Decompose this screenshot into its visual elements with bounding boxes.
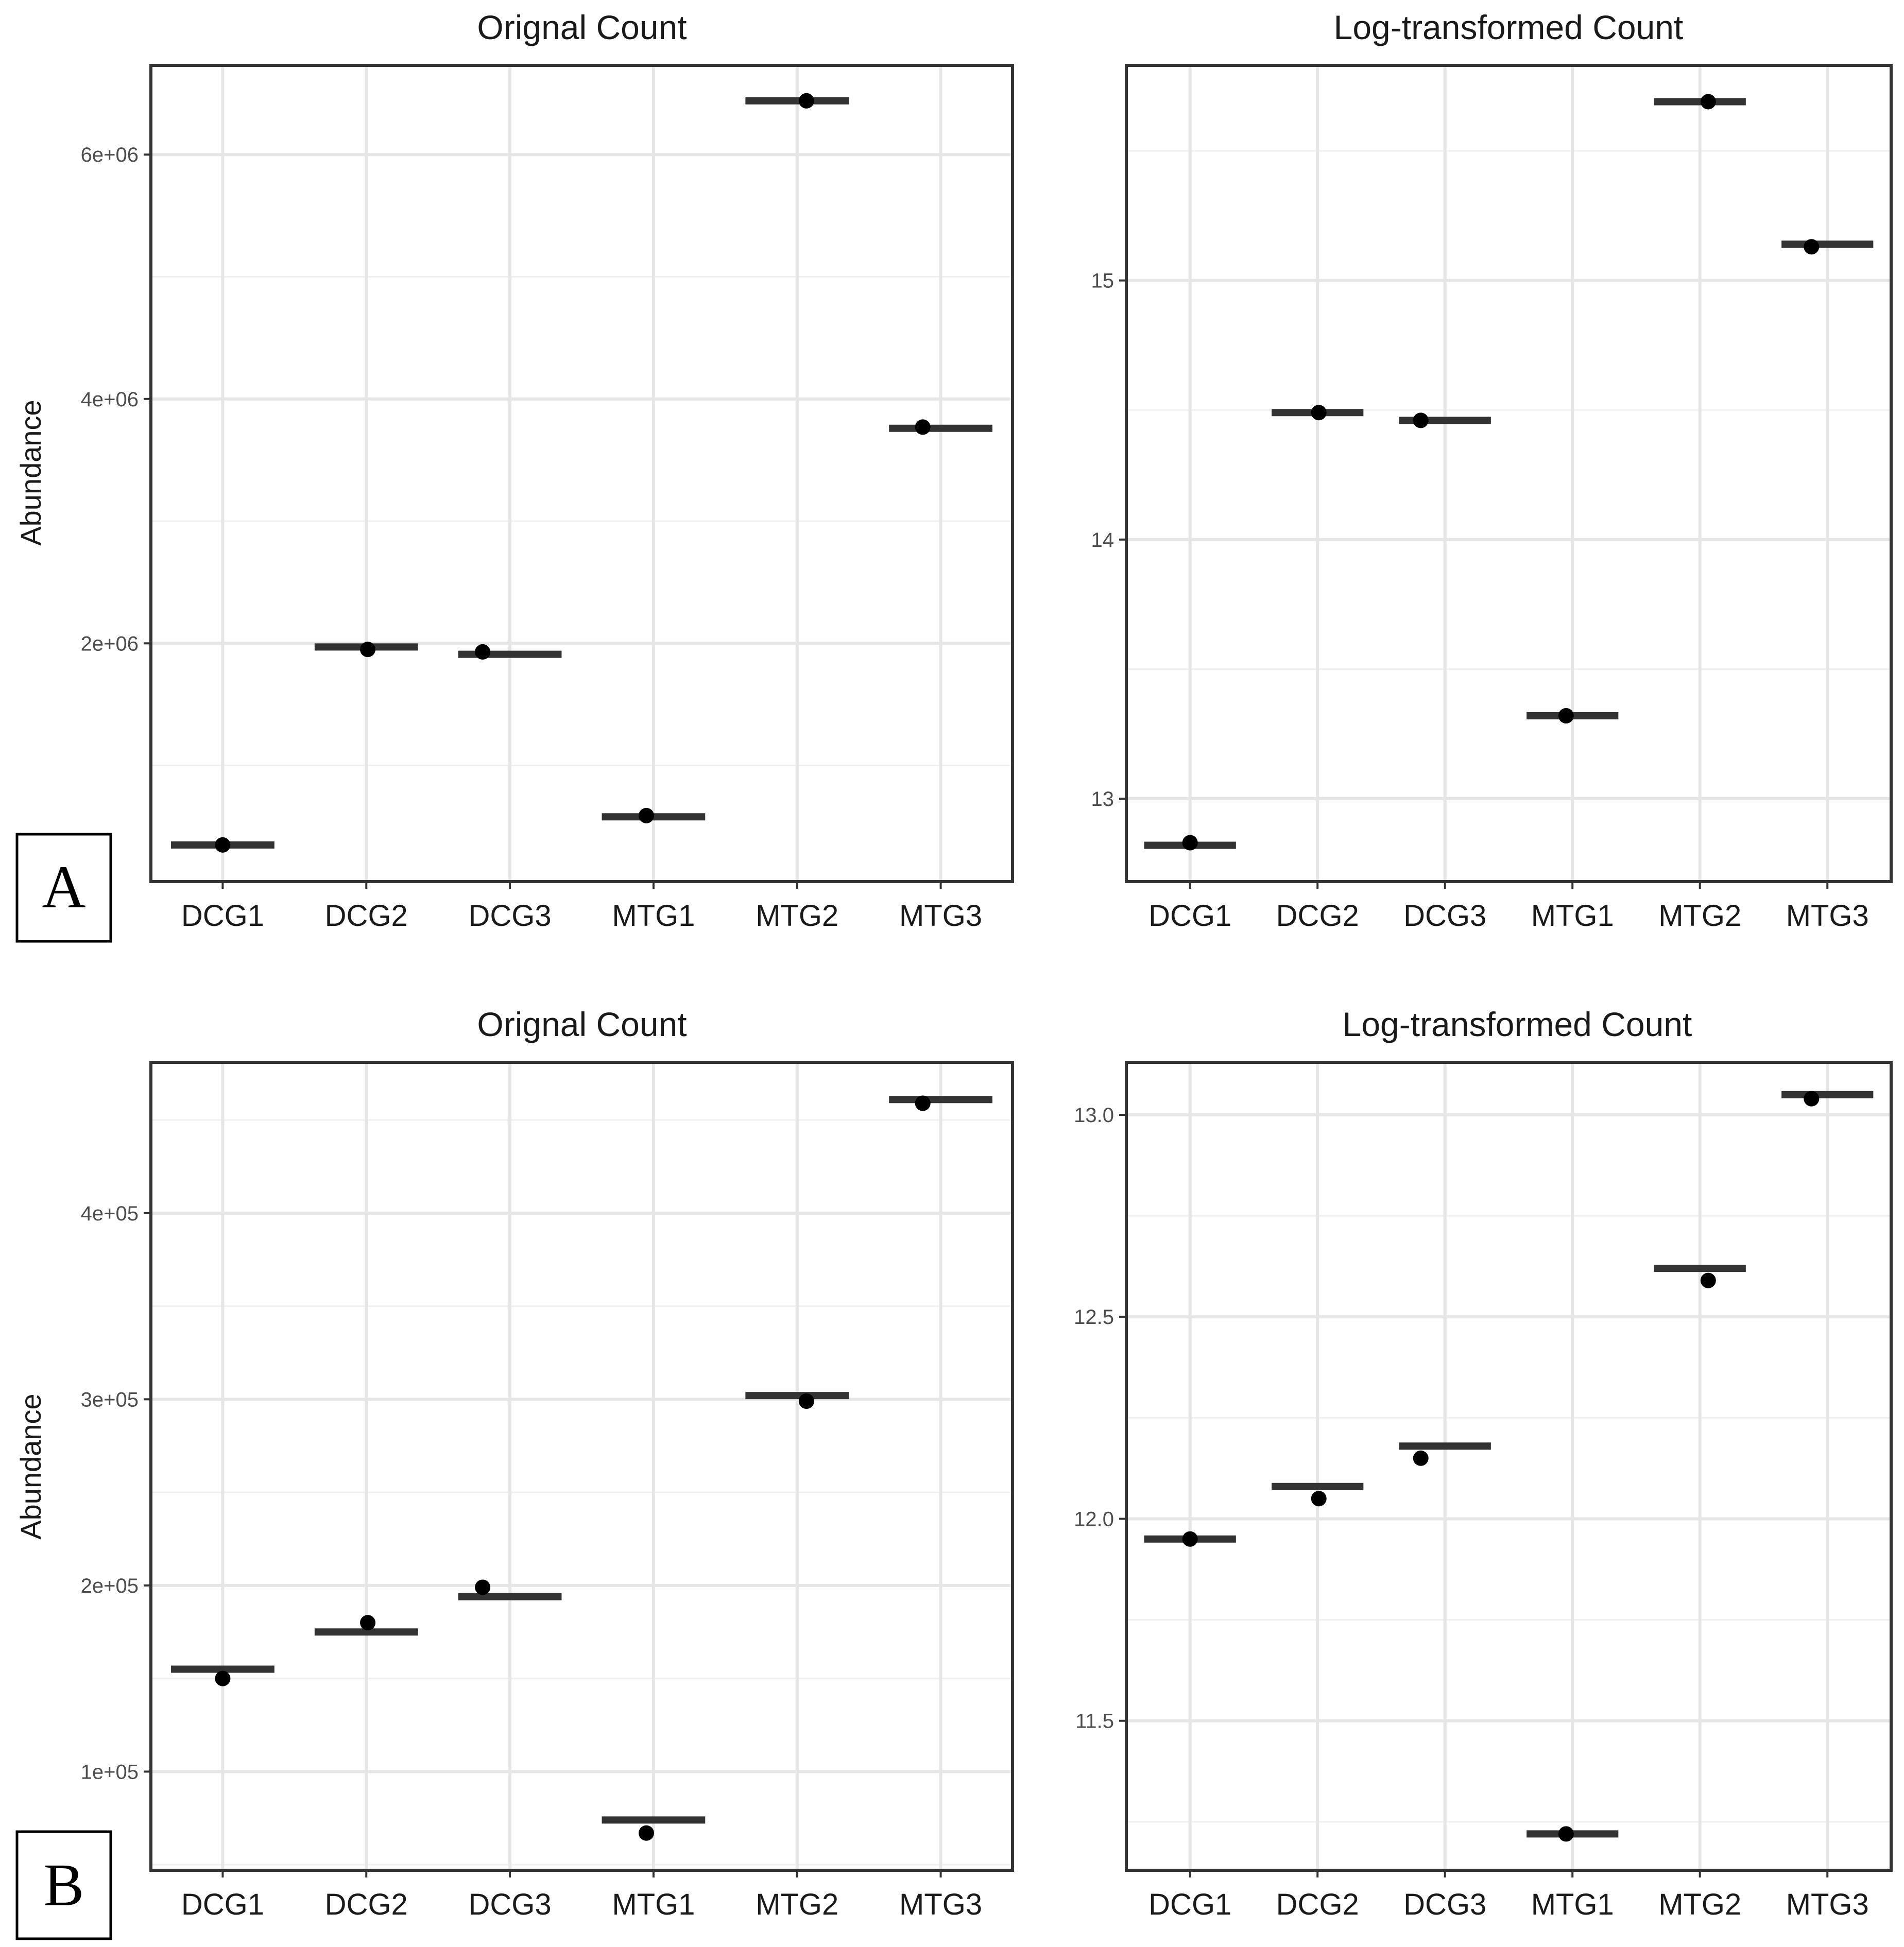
data-point-dcg1 bbox=[215, 1670, 231, 1686]
y-axis-label: Abundance bbox=[14, 1393, 47, 1539]
y-tick-label: 4e+05 bbox=[81, 1202, 139, 1225]
x-tick-label-dcg3: DCG3 bbox=[1403, 899, 1486, 933]
x-tick-label-dcg3: DCG3 bbox=[1403, 1888, 1486, 1921]
data-point-mtg1 bbox=[1558, 708, 1574, 723]
chart-panel-1: 2e+06 4e+06 6e+06 DCG1 DCG2 DCG3 MTG1 MTG2 MTG3 O… bbox=[14, 8, 1014, 933]
x-tick-label-mtg2: MTG2 bbox=[756, 899, 838, 933]
data-point-mtg2 bbox=[1700, 94, 1716, 110]
x-tick-label-dcg2: DCG2 bbox=[1276, 899, 1359, 933]
chart-title: Orignal Count bbox=[477, 1005, 687, 1043]
x-tick-label-mtg3: MTG3 bbox=[899, 899, 982, 933]
plot-border bbox=[1125, 64, 1893, 883]
y-tick-label: 3e+05 bbox=[81, 1388, 139, 1411]
y-tick-label: 13 bbox=[1091, 788, 1114, 811]
x-tick-label-dcg1: DCG1 bbox=[181, 1888, 264, 1921]
y-axis-label: Abundance bbox=[14, 400, 47, 545]
y-tick-label: 12.0 bbox=[1074, 1508, 1114, 1530]
data-point-dcg1 bbox=[1182, 1531, 1198, 1547]
plot-background bbox=[1126, 1062, 1891, 1870]
y-tick-label: 4e+06 bbox=[81, 388, 139, 411]
x-tick-label-mtg1: MTG1 bbox=[1531, 899, 1614, 933]
chart-title: Orignal Count bbox=[477, 8, 687, 46]
x-tick-label-dcg2: DCG2 bbox=[1276, 1888, 1359, 1921]
panel-label-b: B bbox=[15, 1830, 112, 1940]
data-point-mtg3 bbox=[1804, 239, 1820, 255]
data-point-mtg2 bbox=[798, 93, 814, 109]
y-tick-label: 6e+06 bbox=[81, 144, 139, 166]
data-point-mtg1 bbox=[638, 1825, 654, 1841]
plot-border bbox=[149, 1061, 1014, 1872]
x-tick-label-mtg1: MTG1 bbox=[612, 899, 695, 933]
data-point-mtg1 bbox=[1558, 1826, 1574, 1842]
chart-panel-4: 11.5 12.0 12.5 13.0 DCG1 DCG2 DCG3 MTG1 MTG2 MTG3… bbox=[1074, 1005, 1893, 1921]
data-point-dcg3 bbox=[1413, 412, 1429, 428]
chart-title: Log-transformed Count bbox=[1334, 8, 1684, 46]
plot-border bbox=[149, 64, 1014, 883]
data-point-dcg2 bbox=[1311, 405, 1327, 421]
y-tick-label: 2e+05 bbox=[81, 1575, 139, 1597]
data-point-mtg3 bbox=[915, 419, 931, 435]
x-tick-label-mtg2: MTG2 bbox=[756, 1888, 838, 1921]
chart-panel-2: 13 14 15 DCG1 DCG2 DCG3 MTG1 MTG2 MTG3 Log-transf… bbox=[1091, 8, 1893, 933]
plot-background bbox=[151, 1062, 1013, 1870]
data-point-mtg3 bbox=[1804, 1091, 1820, 1107]
panel-label-b-text: B bbox=[44, 1851, 84, 1919]
data-point-dcg2 bbox=[1311, 1491, 1327, 1507]
x-tick-label-mtg1: MTG1 bbox=[612, 1888, 695, 1921]
y-tick-label: 1e+05 bbox=[81, 1761, 139, 1783]
x-tick-label-mtg3: MTG3 bbox=[899, 1888, 982, 1921]
plot-border bbox=[1125, 1061, 1893, 1872]
data-point-dcg3 bbox=[475, 1579, 491, 1595]
y-tick-label: 13.0 bbox=[1074, 1104, 1114, 1127]
data-point-dcg2 bbox=[360, 1615, 376, 1631]
y-tick-label: 15 bbox=[1091, 270, 1114, 292]
x-tick-label-dcg2: DCG2 bbox=[325, 1888, 408, 1921]
x-tick-label-mtg3: MTG3 bbox=[1786, 1888, 1869, 1921]
data-point-mtg3 bbox=[915, 1095, 931, 1111]
x-tick-label-dcg3: DCG3 bbox=[469, 1888, 552, 1921]
x-tick-label-mtg3: MTG3 bbox=[1786, 899, 1869, 933]
chart-title: Log-transformed Count bbox=[1343, 1005, 1692, 1043]
data-point-dcg1 bbox=[215, 837, 231, 853]
y-tick-label: 12.5 bbox=[1074, 1306, 1114, 1329]
plot-background bbox=[151, 65, 1013, 882]
data-point-mtg2 bbox=[798, 1393, 814, 1409]
y-tick-label: 2e+06 bbox=[81, 632, 139, 655]
x-tick-label-mtg1: MTG1 bbox=[1531, 1888, 1614, 1921]
x-tick-label-mtg2: MTG2 bbox=[1658, 1888, 1741, 1921]
x-tick-label-mtg2: MTG2 bbox=[1658, 899, 1741, 933]
data-point-mtg1 bbox=[638, 807, 654, 823]
panel-label-a: A bbox=[15, 833, 112, 943]
y-tick-label: 11.5 bbox=[1075, 1710, 1114, 1733]
data-point-dcg2 bbox=[360, 642, 376, 658]
panels: 2e+06 4e+06 6e+06 DCG1 DCG2 DCG3 MTG1 MTG2 MTG3 O… bbox=[14, 8, 1893, 1921]
x-tick-label-dcg3: DCG3 bbox=[469, 899, 552, 933]
data-point-dcg1 bbox=[1182, 835, 1198, 851]
x-tick-label-dcg1: DCG1 bbox=[181, 899, 264, 933]
x-tick-label-dcg2: DCG2 bbox=[325, 899, 408, 933]
plot-background bbox=[1126, 65, 1891, 882]
x-tick-label-dcg1: DCG1 bbox=[1148, 1888, 1231, 1921]
data-point-dcg3 bbox=[475, 644, 491, 660]
panel-label-a-text: A bbox=[42, 853, 85, 921]
chart-panel-3: 1e+05 2e+05 3e+05 4e+05 DCG1 DCG2 DCG3 MTG1 MTG2… bbox=[14, 1005, 1014, 1921]
data-point-dcg3 bbox=[1413, 1450, 1429, 1466]
x-tick-label-dcg1: DCG1 bbox=[1148, 899, 1231, 933]
data-point-mtg2 bbox=[1700, 1272, 1716, 1288]
y-tick-label: 14 bbox=[1091, 529, 1114, 552]
